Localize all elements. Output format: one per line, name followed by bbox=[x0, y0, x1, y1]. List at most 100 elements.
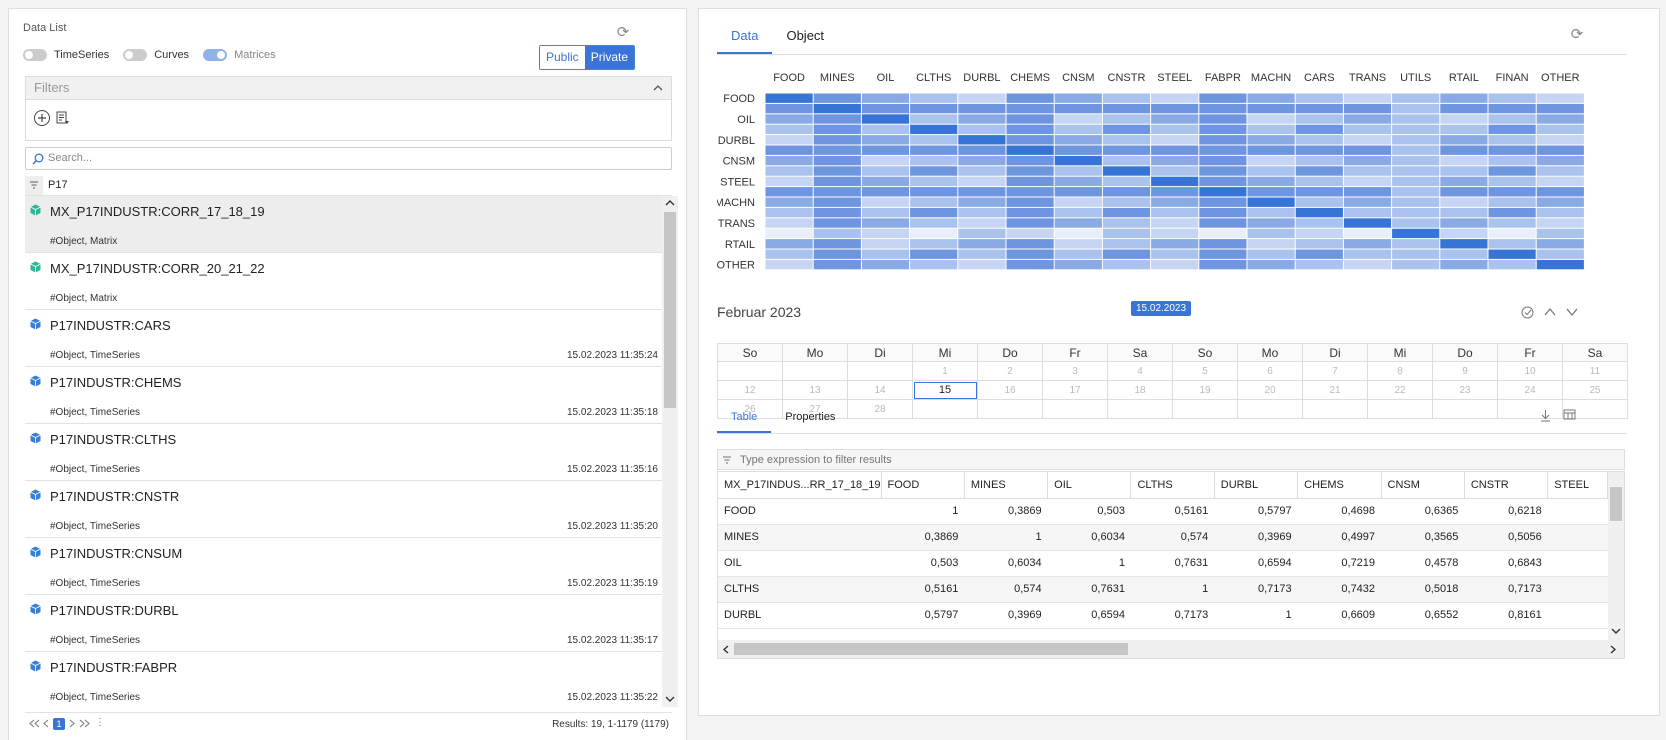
heatmap-cell[interactable] bbox=[1199, 259, 1247, 270]
calendar-day[interactable]: 24 bbox=[1497, 380, 1563, 400]
heatmap-cell[interactable] bbox=[765, 197, 813, 207]
heatmap-cell[interactable] bbox=[1199, 145, 1247, 155]
heatmap-cell[interactable] bbox=[1392, 207, 1440, 218]
heatmap-cell[interactable] bbox=[1102, 207, 1151, 218]
heatmap-cell[interactable] bbox=[1488, 166, 1536, 176]
calendar-day[interactable]: 5 bbox=[1172, 361, 1238, 381]
toggle-curves[interactable]: Curves bbox=[123, 49, 189, 61]
heatmap-cell[interactable] bbox=[1440, 239, 1488, 249]
table-row[interactable]: OIL 0,503 0,6034 1 0,7631 0,6594 0,7219 0,4578 0… bbox=[718, 550, 1608, 577]
heatmap-cell[interactable] bbox=[1199, 93, 1247, 103]
heatmap-cell[interactable] bbox=[1151, 259, 1199, 270]
calendar-day[interactable]: 17 bbox=[1042, 380, 1108, 400]
current-page[interactable]: 1 bbox=[53, 718, 65, 730]
heatmap-cell[interactable] bbox=[1006, 135, 1054, 145]
calendar-day[interactable]: 9 bbox=[1432, 361, 1498, 381]
heatmap-cell[interactable] bbox=[765, 93, 813, 103]
heatmap-cell[interactable] bbox=[910, 155, 958, 166]
heatmap-cell[interactable] bbox=[1247, 207, 1295, 218]
heatmap-cell[interactable] bbox=[1488, 135, 1536, 145]
heatmap-cell[interactable] bbox=[910, 197, 958, 207]
heatmap-cell[interactable] bbox=[1343, 103, 1392, 114]
heatmap-cell[interactable] bbox=[1006, 197, 1054, 207]
heatmap-cell[interactable] bbox=[1102, 103, 1151, 114]
heatmap-cell[interactable] bbox=[1392, 155, 1440, 166]
column-header[interactable]: CNSM bbox=[1381, 472, 1465, 499]
heatmap-cell[interactable] bbox=[1151, 135, 1199, 145]
heatmap-cell[interactable] bbox=[1440, 176, 1488, 187]
heatmap-cell[interactable] bbox=[1488, 218, 1536, 228]
last-page-icon[interactable] bbox=[79, 719, 90, 728]
heatmap-cell[interactable] bbox=[1054, 239, 1102, 249]
heatmap-cell[interactable] bbox=[1392, 166, 1440, 176]
heatmap-cell[interactable] bbox=[1295, 93, 1343, 103]
heatmap-cell[interactable] bbox=[1343, 135, 1392, 145]
heatmap-cell[interactable] bbox=[1536, 145, 1584, 155]
column-header[interactable]: CHEMS bbox=[1297, 472, 1382, 499]
heatmap-cell[interactable] bbox=[958, 218, 1006, 228]
heatmap-cell[interactable] bbox=[1392, 218, 1440, 228]
heatmap-cell[interactable] bbox=[1488, 239, 1536, 249]
heatmap-cell[interactable] bbox=[1151, 218, 1199, 228]
heatmap-cell[interactable] bbox=[813, 103, 861, 114]
heatmap-cell[interactable] bbox=[813, 135, 861, 145]
heatmap-cell[interactable] bbox=[910, 93, 958, 103]
column-header[interactable]: DURBL bbox=[1214, 472, 1299, 499]
heatmap-cell[interactable] bbox=[765, 249, 813, 259]
heatmap-cell[interactable] bbox=[1295, 228, 1343, 239]
next-page-icon[interactable] bbox=[69, 719, 75, 728]
column-header[interactable]: MINES bbox=[964, 472, 1049, 499]
heatmap-cell[interactable] bbox=[861, 135, 910, 145]
heatmap-cell[interactable] bbox=[1440, 155, 1488, 166]
toggle-switch[interactable] bbox=[123, 49, 148, 61]
heatmap-cell[interactable] bbox=[1343, 187, 1392, 197]
calendar-day[interactable]: 20 bbox=[1237, 380, 1303, 400]
toggle-switch[interactable] bbox=[23, 49, 47, 61]
heatmap-cell[interactable] bbox=[1343, 114, 1392, 124]
heatmap-cell[interactable] bbox=[765, 228, 813, 239]
column-chooser-icon[interactable] bbox=[1563, 409, 1576, 421]
heatmap-cell[interactable] bbox=[1247, 228, 1295, 239]
heatmap-cell[interactable] bbox=[1440, 197, 1488, 207]
heatmap-cell[interactable] bbox=[813, 114, 861, 124]
heatmap-cell[interactable] bbox=[861, 166, 910, 176]
heatmap-cell[interactable] bbox=[1006, 124, 1054, 135]
toggle-matrices[interactable]: Matrices bbox=[203, 49, 276, 61]
list-scrollbar[interactable] bbox=[662, 196, 678, 707]
chevron-right-icon[interactable] bbox=[1610, 645, 1617, 654]
heatmap-cell[interactable] bbox=[1343, 145, 1392, 155]
heatmap-cell[interactable] bbox=[1440, 228, 1488, 239]
table-row[interactable]: DURBL 0,5797 0,3969 0,6594 0,7173 1 0,6609 0,65… bbox=[718, 602, 1608, 629]
heatmap-cell[interactable] bbox=[1295, 259, 1343, 270]
heatmap-cell[interactable] bbox=[1054, 135, 1102, 145]
chevron-up-icon[interactable] bbox=[1544, 307, 1556, 317]
heatmap-cell[interactable] bbox=[1392, 103, 1440, 114]
heatmap-cell[interactable] bbox=[1151, 145, 1199, 155]
chevron-left-icon[interactable] bbox=[722, 645, 729, 654]
heatmap-cell[interactable] bbox=[1006, 218, 1054, 228]
heatmap-cell[interactable] bbox=[1440, 145, 1488, 155]
heatmap-cell[interactable] bbox=[1054, 197, 1102, 207]
heatmap-cell[interactable] bbox=[1054, 114, 1102, 124]
heatmap-cell[interactable] bbox=[1488, 103, 1536, 114]
heatmap-cell[interactable] bbox=[1440, 249, 1488, 259]
heatmap-cell[interactable] bbox=[765, 259, 813, 270]
check-circle-icon[interactable] bbox=[1521, 306, 1534, 319]
refresh-icon[interactable]: ⟳ bbox=[616, 24, 630, 41]
heatmap-cell[interactable] bbox=[1151, 197, 1199, 207]
list-item[interactable]: P17INDUSTR:FABPR #Object, TimeSeries 15.02… bbox=[25, 652, 662, 707]
heatmap-cell[interactable] bbox=[910, 135, 958, 145]
heatmap-cell[interactable] bbox=[813, 187, 861, 197]
heatmap-cell[interactable] bbox=[1054, 207, 1102, 218]
tab-table[interactable]: Table bbox=[717, 407, 772, 433]
calendar-day[interactable]: 6 bbox=[1237, 361, 1303, 381]
heatmap-cell[interactable] bbox=[1054, 103, 1102, 114]
heatmap-cell[interactable] bbox=[1488, 187, 1536, 197]
heatmap-cell[interactable] bbox=[1199, 239, 1247, 249]
search-input[interactable] bbox=[48, 148, 668, 168]
heatmap-cell[interactable] bbox=[1392, 93, 1440, 103]
heatmap-cell[interactable] bbox=[765, 103, 813, 114]
heatmap-cell[interactable] bbox=[910, 145, 958, 155]
list-item[interactable]: P17INDUSTR:CARS #Object, TimeSeries 15.02.… bbox=[25, 310, 662, 367]
more-icon[interactable]: ⋮ bbox=[95, 717, 105, 728]
